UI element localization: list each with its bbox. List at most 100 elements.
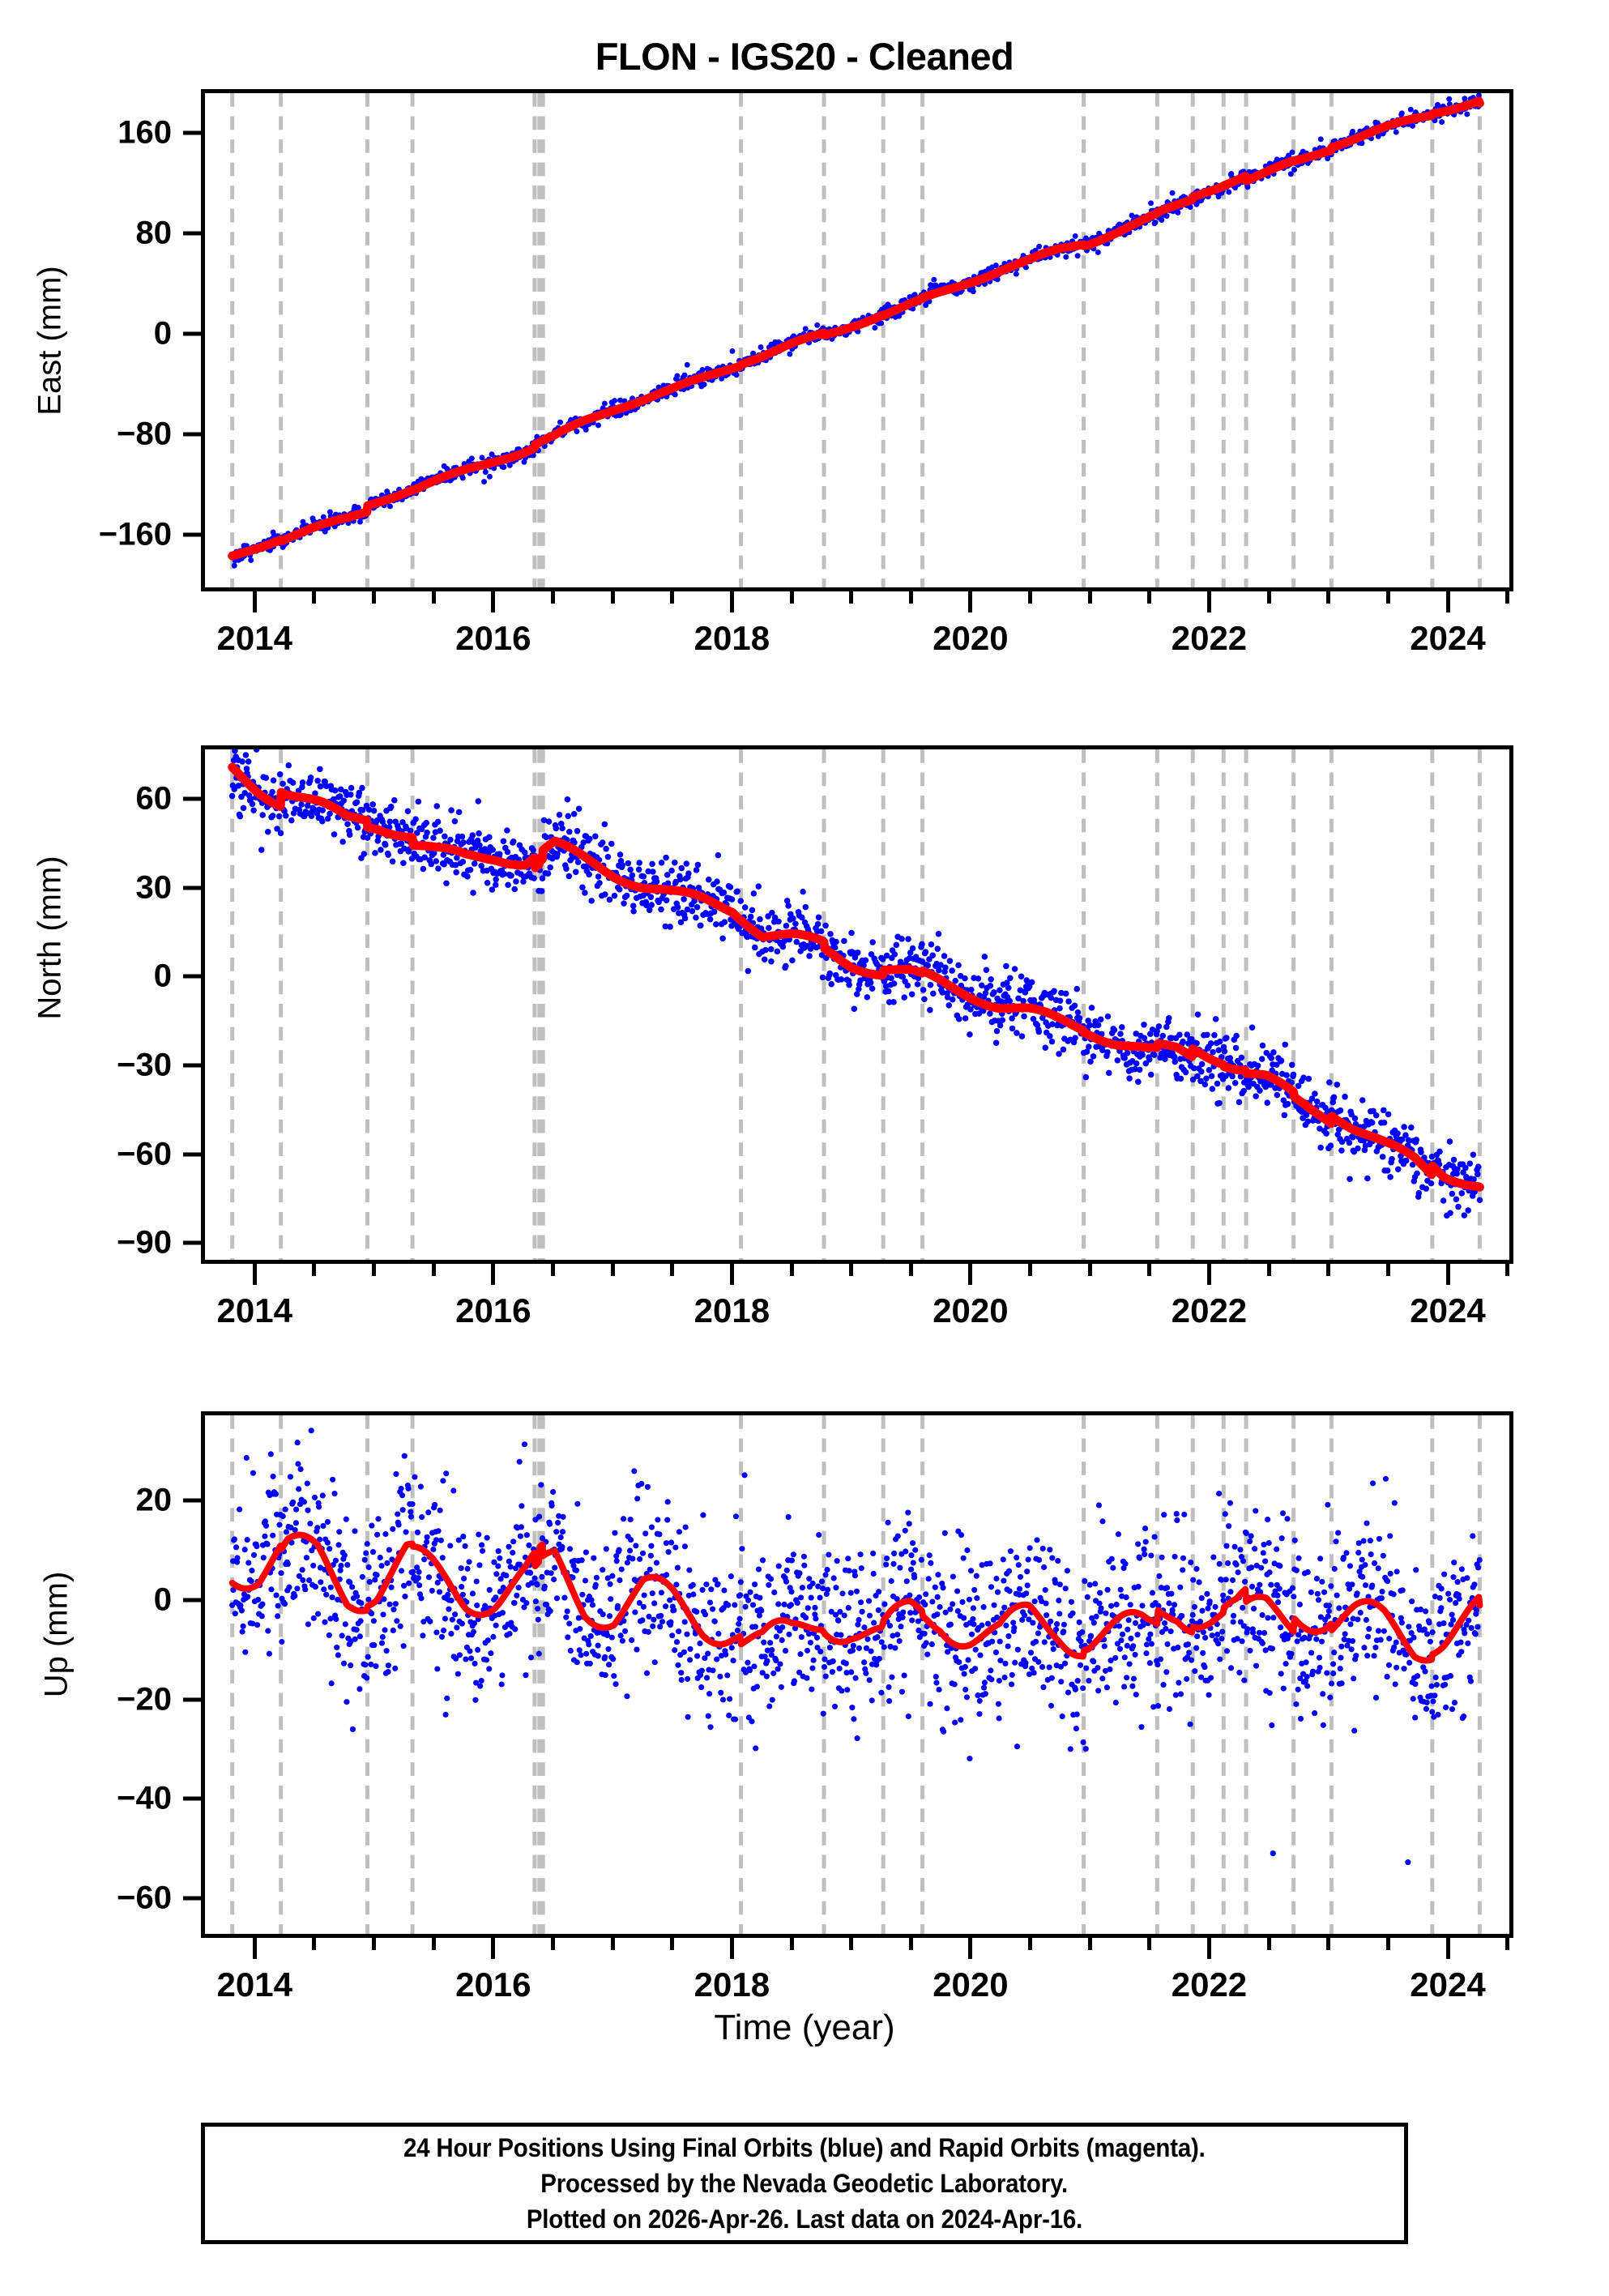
up-ytick-label-3: −40 — [117, 1780, 172, 1816]
north-xtick-minor-2018.5 — [789, 1264, 794, 1276]
north-xtick-label-2022: 2022 — [1171, 1291, 1248, 1329]
east-ytick-mark-1 — [183, 231, 201, 236]
up-ytick-mark-1 — [183, 1598, 201, 1603]
north-xtick-minor-2019.5 — [908, 1264, 913, 1276]
north-xtick-minor-2022.5 — [1266, 1264, 1271, 1276]
north-xtick-minor-2021.0 — [1087, 1264, 1092, 1276]
east-xtick-minor-2020.5 — [1028, 591, 1033, 604]
north-ytick-mark-5 — [183, 1240, 201, 1245]
north-xtick-minor-2016.5 — [550, 1264, 555, 1276]
north-xtick-minor-2021.5 — [1147, 1264, 1152, 1276]
up-xtick-major-2020.0 — [968, 1938, 973, 1959]
east-ytick-label-2: 0 — [153, 315, 172, 352]
up-xtick-minor-2021.5 — [1147, 1938, 1152, 1950]
north-xtick-minor-2014.5 — [312, 1264, 317, 1276]
east-xtick-minor-2023.5 — [1385, 591, 1390, 604]
north-xtick-label-2016: 2016 — [455, 1291, 531, 1329]
east-xtick-major-2014.0 — [252, 591, 257, 612]
up-xtick-minor-2023.0 — [1326, 1938, 1331, 1950]
footer-line-2: Processed by the Nevada Geodetic Laborat… — [540, 2168, 1069, 2198]
up-xtick-label-2014: 2014 — [216, 1965, 292, 2004]
north-ytick-label-4: −60 — [117, 1136, 172, 1172]
east-ytick-mark-0 — [183, 130, 201, 135]
east-xtick-label-2020: 2020 — [933, 619, 1009, 657]
east-xtick-minor-2017.5 — [670, 591, 675, 604]
up-xtick-major-2024.0 — [1445, 1938, 1450, 1959]
north-xtick-major-2020.0 — [968, 1264, 973, 1285]
up-ytick-label-4: −60 — [117, 1880, 172, 1916]
offset-epoch-lines — [230, 93, 1482, 587]
up-xtick-label-2024: 2024 — [1410, 1965, 1486, 2004]
east-ytick-mark-4 — [183, 532, 201, 537]
footer-caption-box: 24 Hour Positions Using Final Orbits (bl… — [201, 2123, 1408, 2244]
up-ytick-label-1: 0 — [153, 1581, 172, 1618]
north-ytick-mark-3 — [183, 1063, 201, 1068]
east-data-layer — [228, 93, 1484, 587]
up-xtick-minor-2023.5 — [1385, 1938, 1390, 1950]
east-xtick-minor-2023.0 — [1326, 591, 1331, 604]
up-xtick-minor-2016.5 — [550, 1938, 555, 1950]
up-xtick-major-2016.0 — [491, 1938, 496, 1959]
up-xtick-minor-2017.5 — [670, 1938, 675, 1950]
up-xtick-minor-2021.0 — [1087, 1938, 1092, 1950]
east-xtick-label-2016: 2016 — [455, 619, 531, 657]
north-xtick-minor-2020.5 — [1028, 1264, 1033, 1276]
north-data-layer — [228, 749, 1484, 1260]
up-xtick-label-2016: 2016 — [455, 1965, 531, 2004]
page-title: FLON - IGS20 - Cleaned — [595, 35, 1014, 78]
north-ytick-mark-2 — [183, 974, 201, 979]
up-ytick-mark-2 — [183, 1697, 201, 1702]
east-ytick-mark-3 — [183, 432, 201, 437]
up-xtick-minor-2022.5 — [1266, 1938, 1271, 1950]
east-xtick-minor-2019.0 — [849, 591, 854, 604]
up-ytick-mark-0 — [183, 1498, 201, 1503]
east-xtick-minor-2021.0 — [1087, 591, 1092, 604]
up-xtick-major-2022.0 — [1206, 1938, 1211, 1959]
footer-line-1: 24 Hour Positions Using Final Orbits (bl… — [403, 2132, 1206, 2162]
north-ytick-mark-1 — [183, 886, 201, 890]
north-xtick-major-2016.0 — [491, 1264, 496, 1285]
north-ytick-label-5: −90 — [117, 1224, 172, 1261]
up-xtick-label-2022: 2022 — [1171, 1965, 1248, 2004]
east-xtick-minor-2015.5 — [431, 591, 436, 604]
up-axis-label: Up (mm) — [38, 1571, 75, 1698]
trend-line — [228, 1531, 1483, 1664]
east-ytick-label-0: 160 — [117, 114, 172, 151]
up-ytick-mark-4 — [183, 1896, 201, 1901]
up-xtick-minor-2019.5 — [908, 1938, 913, 1950]
east-xtick-major-2016.0 — [491, 591, 496, 612]
east-xtick-label-2022: 2022 — [1171, 619, 1248, 657]
north-xtick-minor-2017.0 — [610, 1264, 615, 1276]
east-xtick-major-2020.0 — [968, 591, 973, 612]
north-ytick-label-2: 0 — [153, 958, 172, 994]
east-plot-area — [201, 89, 1513, 591]
north-plot-area — [201, 745, 1513, 1264]
up-data-layer — [228, 1415, 1483, 1934]
north-xtick-label-2020: 2020 — [933, 1291, 1009, 1329]
north-xtick-minor-2024.5 — [1505, 1264, 1510, 1276]
up-xtick-label-2018: 2018 — [694, 1965, 770, 2004]
east-xtick-label-2014: 2014 — [216, 619, 292, 657]
up-ytick-label-2: −20 — [117, 1681, 172, 1718]
east-axis-label: East (mm) — [32, 266, 68, 416]
north-xtick-major-2018.0 — [729, 1264, 734, 1285]
up-xtick-major-2014.0 — [252, 1938, 257, 1959]
north-xtick-minor-2023.5 — [1385, 1264, 1390, 1276]
east-xtick-major-2024.0 — [1445, 591, 1450, 612]
north-xtick-label-2018: 2018 — [694, 1291, 770, 1329]
east-ytick-label-3: −80 — [117, 416, 172, 452]
up-xtick-minor-2020.5 — [1028, 1938, 1033, 1950]
north-xtick-major-2024.0 — [1445, 1264, 1450, 1285]
north-xtick-major-2022.0 — [1206, 1264, 1211, 1285]
up-xtick-minor-2015.0 — [372, 1938, 377, 1950]
up-ytick-label-0: 20 — [135, 1482, 173, 1518]
north-xtick-label-2024: 2024 — [1410, 1291, 1486, 1329]
up-xtick-minor-2024.5 — [1505, 1938, 1510, 1950]
east-xtick-major-2018.0 — [729, 591, 734, 612]
east-xtick-minor-2018.5 — [789, 591, 794, 604]
north-xtick-minor-2019.0 — [849, 1264, 854, 1276]
east-xtick-minor-2016.5 — [550, 591, 555, 604]
north-xtick-label-2014: 2014 — [216, 1291, 292, 1329]
up-xtick-minor-2018.5 — [789, 1938, 794, 1950]
